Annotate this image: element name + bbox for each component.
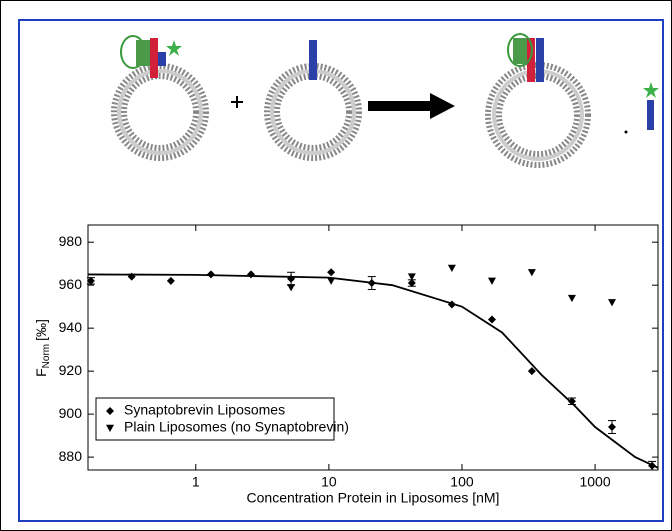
legend-label: Plain Liposomes (no Synaptobrevin) xyxy=(124,419,349,435)
x-tick-label: 1000 xyxy=(579,474,610,490)
released-peptide xyxy=(643,82,659,130)
x-axis-label: Concentration Protein in Liposomes [nM] xyxy=(247,490,500,506)
fit-curve xyxy=(87,273,659,469)
liposome xyxy=(485,33,591,168)
y-label-unit: [‰] xyxy=(33,319,49,341)
y-tick-label: 940 xyxy=(59,319,83,335)
x-tick-label: 100 xyxy=(450,474,474,490)
plot-frame xyxy=(87,224,659,471)
point xyxy=(166,276,175,285)
legend-label: Synaptobrevin Liposomes xyxy=(124,402,285,418)
point xyxy=(287,274,296,283)
point xyxy=(86,276,95,285)
point xyxy=(206,270,215,279)
point xyxy=(607,299,616,307)
x-tick-label: 10 xyxy=(321,474,337,490)
point xyxy=(327,277,336,285)
point xyxy=(527,269,536,277)
point xyxy=(447,300,456,309)
plus-sign xyxy=(231,96,243,108)
y-label-main: F xyxy=(33,368,49,377)
y-tick-label: 900 xyxy=(59,405,83,421)
point xyxy=(447,264,456,272)
y-axis-label: FNorm [‰] xyxy=(33,319,52,377)
point xyxy=(287,284,296,292)
liposome xyxy=(264,40,362,161)
point xyxy=(527,367,536,376)
legend-marker xyxy=(106,424,114,432)
point xyxy=(127,272,136,281)
y-tick-label: 960 xyxy=(59,276,83,292)
y-tick-label: 980 xyxy=(59,233,83,249)
arrow xyxy=(368,93,455,119)
point xyxy=(567,294,576,303)
point xyxy=(487,277,496,285)
y-tick-label: 920 xyxy=(59,362,83,378)
point xyxy=(327,268,336,277)
point xyxy=(367,279,376,288)
dot xyxy=(624,130,628,134)
point xyxy=(567,397,576,406)
y-label-sub: Norm xyxy=(41,344,52,368)
inner-border xyxy=(18,19,664,522)
x-tick-label: 1 xyxy=(192,474,200,490)
point xyxy=(607,423,616,432)
point xyxy=(407,273,416,281)
point xyxy=(648,461,657,470)
liposome xyxy=(111,35,209,161)
schematic xyxy=(111,33,659,168)
point xyxy=(487,315,496,324)
point xyxy=(407,279,416,288)
point xyxy=(247,270,256,279)
legend-marker xyxy=(106,407,114,415)
y-tick-label: 880 xyxy=(59,448,83,464)
legend xyxy=(95,397,335,441)
